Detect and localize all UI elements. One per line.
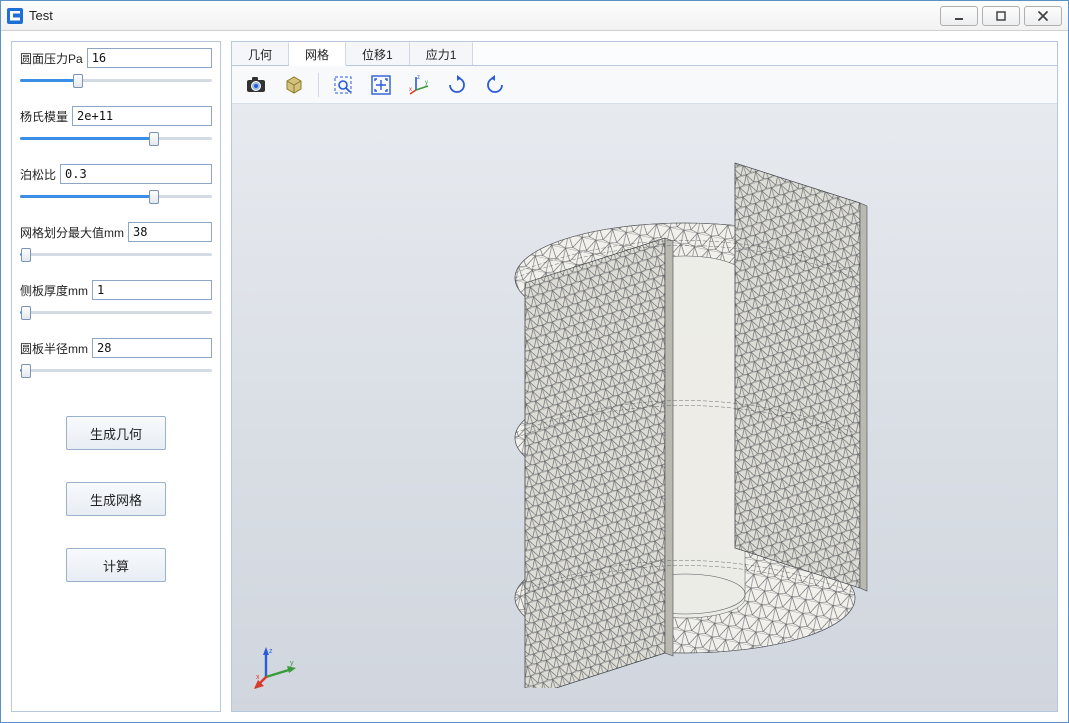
param-slider[interactable] (20, 72, 212, 88)
fit-view-icon[interactable] (365, 70, 397, 100)
param-4: 侧板厚度mm (20, 280, 212, 320)
axis-triad-icon: z y x (254, 645, 298, 689)
compute-button[interactable]: 计算 (66, 548, 166, 582)
mesh-render (405, 128, 885, 688)
axes-icon[interactable]: zy x (403, 70, 435, 100)
view-cube-icon[interactable] (278, 70, 310, 100)
action-buttons: 生成几何 生成网格 计算 (20, 416, 212, 582)
param-5: 圆板半径mm (20, 338, 212, 378)
param-slider[interactable] (20, 362, 212, 378)
svg-text:x: x (256, 674, 260, 681)
svg-text:z: z (269, 648, 273, 655)
viewer-toolbar: zy x (232, 66, 1057, 104)
maximize-icon (995, 10, 1007, 22)
param-label: 网格划分最大值mm (20, 224, 124, 241)
param-3: 网格划分最大值mm (20, 222, 212, 262)
param-label: 杨氏模量 (20, 108, 68, 125)
viewport[interactable]: z y x (232, 104, 1057, 711)
svg-text:y: y (290, 660, 294, 667)
close-icon (1036, 9, 1050, 23)
param-2: 泊松比 (20, 164, 212, 204)
param-label: 圆板半径mm (20, 340, 88, 357)
param-input[interactable] (60, 164, 212, 184)
param-input[interactable] (72, 106, 212, 126)
param-input[interactable] (87, 48, 212, 68)
param-label: 圆面压力Pa (20, 50, 83, 67)
maximize-button[interactable] (982, 6, 1020, 26)
tab-1[interactable]: 网格 (289, 42, 346, 66)
generate-geometry-button[interactable]: 生成几何 (66, 416, 166, 450)
app-body: 圆面压力Pa 杨氏模量 泊松比 网格划分最大值mm (1, 31, 1068, 722)
window-title: Test (29, 8, 53, 23)
param-input[interactable] (92, 280, 212, 300)
param-1: 杨氏模量 (20, 106, 212, 146)
svg-text:y: y (425, 80, 428, 86)
param-slider[interactable] (20, 304, 212, 320)
tab-3[interactable]: 应力1 (410, 42, 474, 65)
rotate-ccw-icon[interactable] (479, 70, 511, 100)
generate-mesh-button[interactable]: 生成网格 (66, 482, 166, 516)
title-bar: Test (1, 1, 1068, 31)
close-button[interactable] (1024, 6, 1062, 26)
view-tabs: 几何网格位移1应力1 (232, 42, 1057, 66)
app-window: Test 圆面压力Pa 杨氏模量 (0, 0, 1069, 723)
minimize-button[interactable] (940, 6, 978, 26)
svg-text:z: z (417, 75, 420, 81)
svg-text:x: x (409, 87, 412, 93)
app-icon (7, 8, 23, 24)
parameters-panel: 圆面压力Pa 杨氏模量 泊松比 网格划分最大值mm (11, 41, 221, 712)
minimize-icon (953, 10, 965, 22)
screenshot-icon[interactable] (240, 70, 272, 100)
tab-2[interactable]: 位移1 (346, 42, 410, 65)
param-input[interactable] (92, 338, 212, 358)
toolbar-separator (318, 73, 319, 97)
viewer-panel: 几何网格位移1应力1 zyx (231, 41, 1058, 712)
window-controls (940, 6, 1062, 26)
param-0: 圆面压力Pa (20, 48, 212, 88)
tab-0[interactable]: 几何 (232, 42, 289, 65)
param-label: 泊松比 (20, 166, 56, 183)
param-slider[interactable] (20, 130, 212, 146)
param-slider[interactable] (20, 246, 212, 262)
param-slider[interactable] (20, 188, 212, 204)
param-label: 侧板厚度mm (20, 282, 88, 299)
param-input[interactable] (128, 222, 212, 242)
rotate-cw-icon[interactable] (441, 70, 473, 100)
zoom-area-icon[interactable] (327, 70, 359, 100)
